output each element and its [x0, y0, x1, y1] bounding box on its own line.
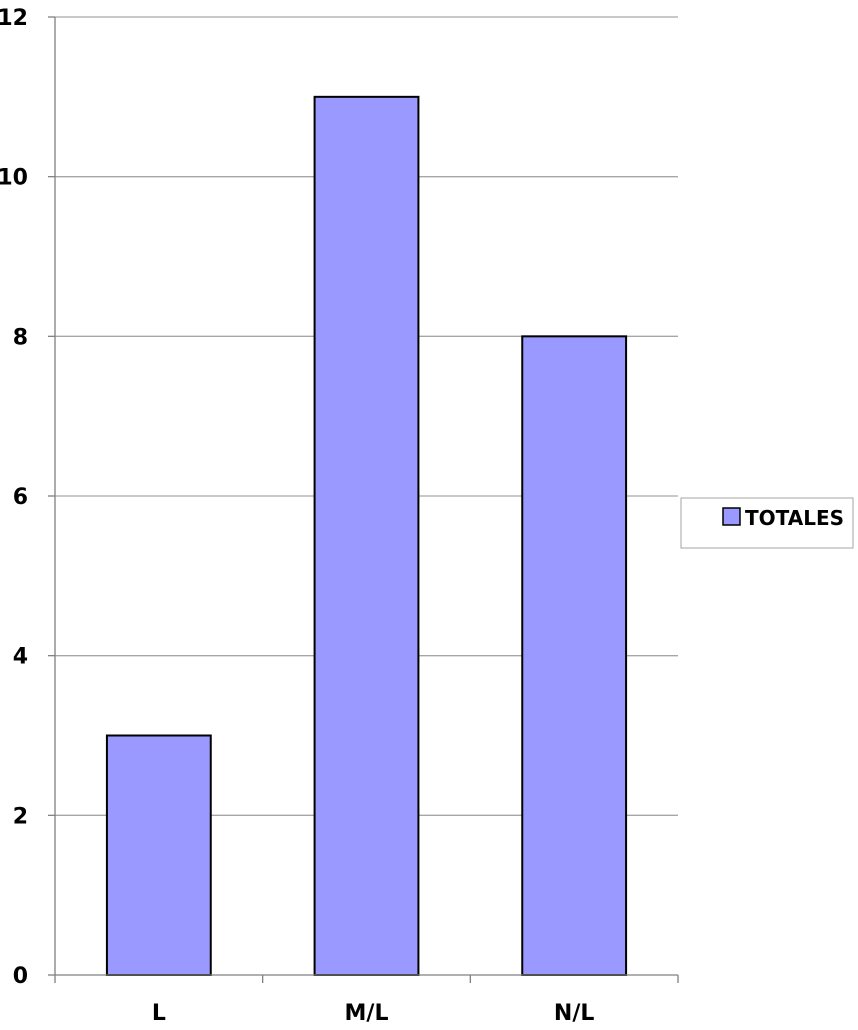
legend: TOTALES	[680, 497, 854, 549]
y-tick-label: 4	[13, 645, 28, 670]
x-tick-labels: L M/L N/L	[152, 1001, 595, 1026]
axes	[48, 16, 679, 983]
x-tick-label: N/L	[554, 1001, 594, 1026]
bars	[105, 95, 628, 977]
y-tick-label: 8	[13, 325, 28, 350]
y-tick-labels: 0 2 4 6 8 10 12	[0, 6, 28, 989]
legend-swatch	[722, 507, 741, 526]
y-tick-label: 2	[13, 804, 28, 829]
bar	[313, 95, 420, 977]
y-tick-label: 0	[13, 964, 28, 989]
bar	[105, 734, 212, 976]
y-tick-label: 12	[0, 6, 28, 31]
bar	[521, 335, 628, 977]
x-tick-label: M/L	[345, 1001, 389, 1026]
y-tick-label: 10	[0, 166, 28, 191]
y-tick-label: 6	[13, 485, 28, 510]
legend-box	[680, 497, 854, 549]
x-tick-label: L	[152, 1001, 166, 1026]
legend-label: TOTALES	[745, 506, 844, 530]
